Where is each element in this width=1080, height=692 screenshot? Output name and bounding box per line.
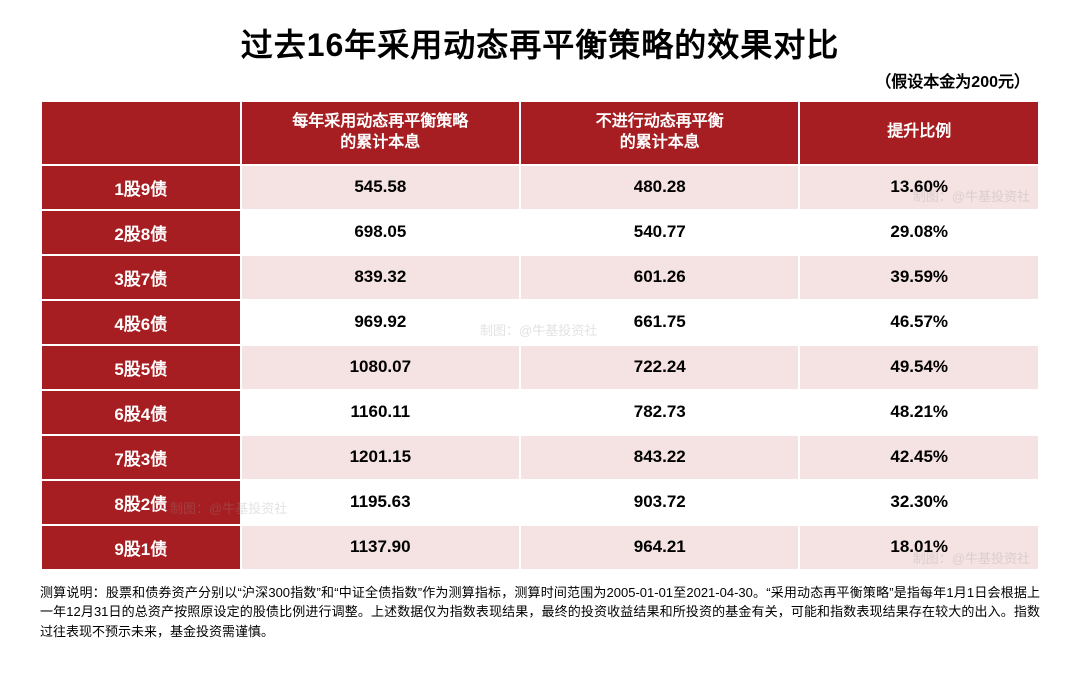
- table-cell: 1195.63: [241, 480, 520, 525]
- table-header-row: 每年采用动态再平衡策略的累计本息 不进行动态再平衡的累计本息 提升比例: [41, 101, 1039, 165]
- table-cell: 39.59%: [799, 255, 1039, 300]
- table-cell: 1137.90: [241, 525, 520, 570]
- table-cell: 782.73: [520, 390, 799, 435]
- table-row: 4股6债969.92661.7546.57%: [41, 300, 1039, 345]
- row-label: 2股8债: [41, 210, 241, 255]
- row-label: 5股5债: [41, 345, 241, 390]
- row-label: 9股1债: [41, 525, 241, 570]
- table-cell: 480.28: [520, 165, 799, 210]
- table-row: 8股2债1195.63903.7232.30%: [41, 480, 1039, 525]
- table-cell: 903.72: [520, 480, 799, 525]
- row-label: 6股4债: [41, 390, 241, 435]
- footnote-text: 测算说明：股票和债券资产分别以“沪深300指数”和“中证全债指数”作为测算指标，…: [40, 583, 1040, 642]
- comparison-table: 每年采用动态再平衡策略的累计本息 不进行动态再平衡的累计本息 提升比例 1股9债…: [40, 100, 1040, 571]
- page-title: 过去16年采用动态再平衡策略的效果对比: [40, 20, 1040, 66]
- table-cell: 698.05: [241, 210, 520, 255]
- table-cell: 843.22: [520, 435, 799, 480]
- row-label: 3股7债: [41, 255, 241, 300]
- header-col-0: [41, 101, 241, 165]
- table-cell: 839.32: [241, 255, 520, 300]
- table-row: 6股4债1160.11782.7348.21%: [41, 390, 1039, 435]
- table-cell: 13.60%: [799, 165, 1039, 210]
- table-cell: 46.57%: [799, 300, 1039, 345]
- table-row: 1股9债545.58480.2813.60%: [41, 165, 1039, 210]
- table-cell: 18.01%: [799, 525, 1039, 570]
- table-row: 7股3债1201.15843.2242.45%: [41, 435, 1039, 480]
- table-cell: 49.54%: [799, 345, 1039, 390]
- row-label: 7股3债: [41, 435, 241, 480]
- table-cell: 48.21%: [799, 390, 1039, 435]
- row-label: 8股2债: [41, 480, 241, 525]
- table-cell: 969.92: [241, 300, 520, 345]
- table-cell: 540.77: [520, 210, 799, 255]
- header-col-3: 提升比例: [799, 101, 1039, 165]
- header-col-2: 不进行动态再平衡的累计本息: [520, 101, 799, 165]
- row-label: 4股6债: [41, 300, 241, 345]
- table-cell: 1080.07: [241, 345, 520, 390]
- header-col-1: 每年采用动态再平衡策略的累计本息: [241, 101, 520, 165]
- table-cell: 601.26: [520, 255, 799, 300]
- table-row: 2股8债698.05540.7729.08%: [41, 210, 1039, 255]
- table-cell: 722.24: [520, 345, 799, 390]
- table-row: 5股5债1080.07722.2449.54%: [41, 345, 1039, 390]
- table-cell: 1201.15: [241, 435, 520, 480]
- table-cell: 42.45%: [799, 435, 1039, 480]
- page-subtitle: （假设本金为200元）: [40, 68, 1040, 92]
- table-row: 3股7债839.32601.2639.59%: [41, 255, 1039, 300]
- table-cell: 1160.11: [241, 390, 520, 435]
- table-cell: 964.21: [520, 525, 799, 570]
- table-cell: 29.08%: [799, 210, 1039, 255]
- table-cell: 661.75: [520, 300, 799, 345]
- table-cell: 545.58: [241, 165, 520, 210]
- row-label: 1股9债: [41, 165, 241, 210]
- table-cell: 32.30%: [799, 480, 1039, 525]
- table-row: 9股1债1137.90964.2118.01%: [41, 525, 1039, 570]
